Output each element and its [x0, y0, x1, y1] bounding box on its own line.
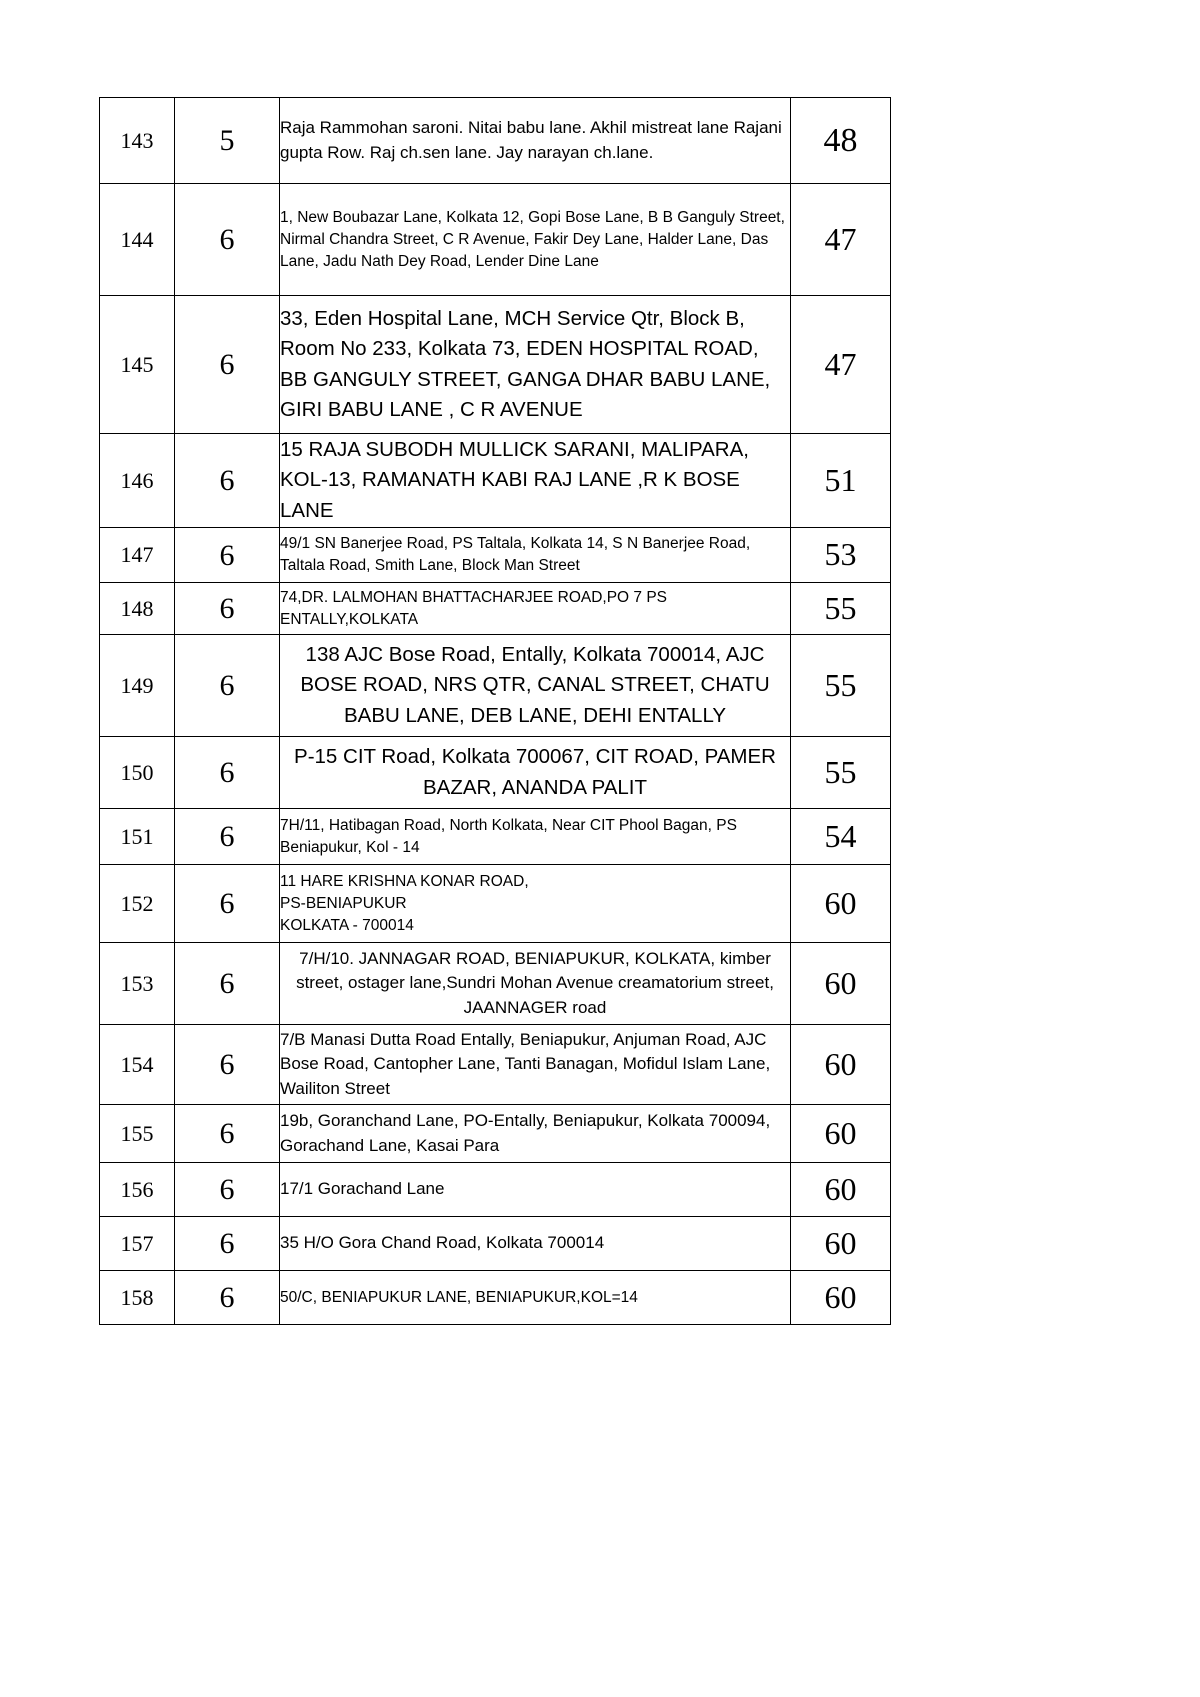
cell-value: 60 — [790, 1104, 891, 1163]
cell-value: 47 — [790, 183, 891, 296]
cell-address: 33, Eden Hospital Lane, MCH Service Qtr,… — [279, 295, 791, 434]
cell-code: 6 — [174, 942, 280, 1025]
cell-value: 55 — [790, 736, 891, 809]
table-row: 155 6 19b, Goranchand Lane, PO-Entally, … — [99, 1104, 891, 1163]
cell-value: 53 — [790, 527, 891, 583]
cell-value: 48 — [790, 97, 891, 184]
cell-address: 50/C, BENIAPUKUR LANE, BENIAPUKUR,KOL=14 — [279, 1270, 791, 1325]
table-row: 143 5 Raja Rammohan saroni. Nitai babu l… — [99, 97, 891, 184]
cell-code: 6 — [174, 1162, 280, 1217]
cell-value: 60 — [790, 864, 891, 943]
cell-code: 6 — [174, 295, 280, 434]
table-row: 149 6 138 AJC Bose Road, Entally, Kolkat… — [99, 634, 891, 737]
cell-serial: 145 — [99, 295, 175, 434]
cell-serial: 154 — [99, 1024, 175, 1105]
cell-value: 60 — [790, 1216, 891, 1271]
cell-value: 60 — [790, 1270, 891, 1325]
cell-code: 6 — [174, 808, 280, 865]
table-row: 151 6 7H/11, Hatibagan Road, North Kolka… — [99, 808, 891, 865]
table-row: 150 6 P-15 CIT Road, Kolkata 700067, CIT… — [99, 736, 891, 809]
table-row: 158 6 50/C, BENIAPUKUR LANE, BENIAPUKUR,… — [99, 1270, 891, 1325]
cell-serial: 149 — [99, 634, 175, 737]
cell-value: 60 — [790, 1162, 891, 1217]
cell-address: 15 RAJA SUBODH MULLICK SARANI, MALIPARA,… — [279, 433, 791, 528]
cell-code: 6 — [174, 736, 280, 809]
cell-serial: 146 — [99, 433, 175, 528]
table-row: 148 6 74,DR. LALMOHAN BHATTACHARJEE ROAD… — [99, 582, 891, 635]
cell-code: 6 — [174, 1104, 280, 1163]
cell-code: 6 — [174, 433, 280, 528]
cell-value: 60 — [790, 942, 891, 1025]
cell-serial: 157 — [99, 1216, 175, 1271]
cell-serial: 147 — [99, 527, 175, 583]
cell-address: 7/H/10. JANNAGAR ROAD, BENIAPUKUR, KOLKA… — [279, 942, 791, 1025]
table-body: 143 5 Raja Rammohan saroni. Nitai babu l… — [99, 97, 891, 1325]
cell-serial: 152 — [99, 864, 175, 943]
cell-address: 19b, Goranchand Lane, PO-Entally, Beniap… — [279, 1104, 791, 1163]
table-row: 153 6 7/H/10. JANNAGAR ROAD, BENIAPUKUR,… — [99, 942, 891, 1025]
table-row: 144 6 1, New Boubazar Lane, Kolkata 12, … — [99, 183, 891, 296]
cell-address: 1, New Boubazar Lane, Kolkata 12, Gopi B… — [279, 183, 791, 296]
cell-value: 54 — [790, 808, 891, 865]
cell-address: 138 AJC Bose Road, Entally, Kolkata 7000… — [279, 634, 791, 737]
cell-serial: 153 — [99, 942, 175, 1025]
cell-address: 35 H/O Gora Chand Road, Kolkata 700014 — [279, 1216, 791, 1271]
cell-serial: 151 — [99, 808, 175, 865]
cell-code: 5 — [174, 97, 280, 184]
cell-serial: 143 — [99, 97, 175, 184]
table-row: 154 6 7/B Manasi Dutta Road Entally, Ben… — [99, 1024, 891, 1105]
address-table: 143 5 Raja Rammohan saroni. Nitai babu l… — [99, 97, 891, 1325]
cell-value: 60 — [790, 1024, 891, 1105]
cell-address: 7/B Manasi Dutta Road Entally, Beniapuku… — [279, 1024, 791, 1105]
cell-address: 74,DR. LALMOHAN BHATTACHARJEE ROAD,PO 7 … — [279, 582, 791, 635]
table-row: 156 6 17/1 Gorachand Lane 60 — [99, 1162, 891, 1217]
cell-serial: 144 — [99, 183, 175, 296]
cell-address: 17/1 Gorachand Lane — [279, 1162, 791, 1217]
table-row: 146 6 15 RAJA SUBODH MULLICK SARANI, MAL… — [99, 433, 891, 528]
cell-serial: 148 — [99, 582, 175, 635]
table-row: 147 6 49/1 SN Banerjee Road, PS Taltala,… — [99, 527, 891, 583]
cell-code: 6 — [174, 1270, 280, 1325]
cell-code: 6 — [174, 527, 280, 583]
table-row: 145 6 33, Eden Hospital Lane, MCH Servic… — [99, 295, 891, 434]
cell-serial: 158 — [99, 1270, 175, 1325]
cell-code: 6 — [174, 864, 280, 943]
cell-code: 6 — [174, 634, 280, 737]
cell-code: 6 — [174, 582, 280, 635]
cell-serial: 156 — [99, 1162, 175, 1217]
cell-code: 6 — [174, 1216, 280, 1271]
cell-code: 6 — [174, 183, 280, 296]
cell-value: 47 — [790, 295, 891, 434]
cell-serial: 155 — [99, 1104, 175, 1163]
cell-address: 7H/11, Hatibagan Road, North Kolkata, Ne… — [279, 808, 791, 865]
cell-address: P-15 CIT Road, Kolkata 700067, CIT ROAD,… — [279, 736, 791, 809]
table-row: 157 6 35 H/O Gora Chand Road, Kolkata 70… — [99, 1216, 891, 1271]
cell-address: Raja Rammohan saroni. Nitai babu lane. A… — [279, 97, 791, 184]
cell-address: 49/1 SN Banerjee Road, PS Taltala, Kolka… — [279, 527, 791, 583]
cell-value: 55 — [790, 634, 891, 737]
cell-address: 11 HARE KRISHNA KONAR ROAD, PS-BENIAPUKU… — [279, 864, 791, 943]
table-row: 152 6 11 HARE KRISHNA KONAR ROAD, PS-BEN… — [99, 864, 891, 943]
cell-code: 6 — [174, 1024, 280, 1105]
cell-serial: 150 — [99, 736, 175, 809]
cell-value: 55 — [790, 582, 891, 635]
cell-value: 51 — [790, 433, 891, 528]
